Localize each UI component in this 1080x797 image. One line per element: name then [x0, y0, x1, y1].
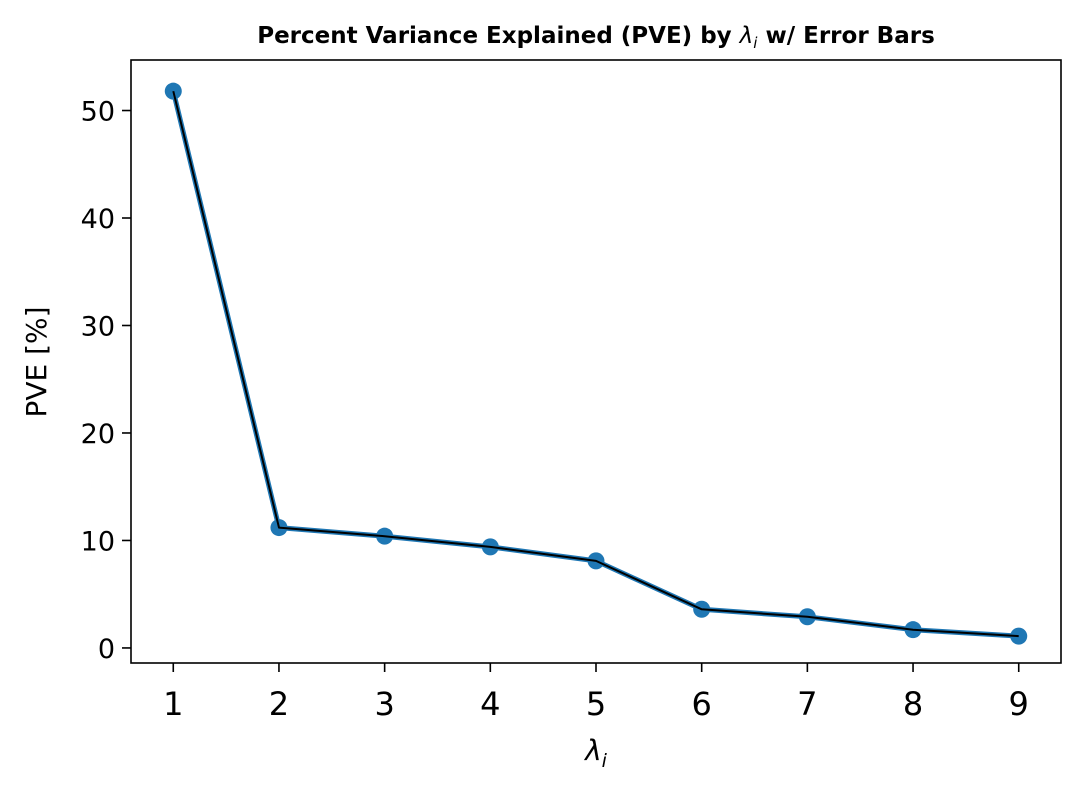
x-axis-label-symbol: λ [583, 734, 602, 767]
y-tick-label: 10 [81, 526, 115, 557]
chart-title-subscript: i [753, 34, 758, 52]
data-series [164, 82, 1028, 645]
y-axis-label: PVE [%] [20, 306, 53, 417]
plot-area [130, 59, 1062, 664]
x-tick-label: 9 [1009, 685, 1029, 723]
y-tick-label: 40 [81, 204, 115, 235]
y-tick-label: 20 [81, 419, 115, 450]
data-point [1010, 627, 1028, 645]
x-tick-label: 4 [480, 685, 500, 723]
y-axis: 0 10 20 30 40 50 [81, 97, 131, 665]
chart-title: Percent Variance Explained (PVE) by λi w… [257, 23, 935, 52]
x-tick-label: 1 [163, 685, 183, 723]
data-point [164, 82, 182, 100]
x-tick-label: 7 [797, 685, 817, 723]
chart-title-suffix: w/ Error Bars [757, 23, 934, 49]
x-axis: 1 2 3 4 5 6 7 8 9 [163, 663, 1029, 723]
x-axis-label: λi [583, 734, 608, 772]
chart-title-symbol: λ [738, 23, 754, 49]
x-tick-label: 6 [692, 685, 712, 723]
x-axis-label-subscript: i [602, 750, 608, 772]
y-tick-label: 30 [81, 311, 115, 342]
x-tick-label: 5 [586, 685, 606, 723]
x-tick-label: 8 [903, 685, 923, 723]
y-tick-label: 50 [81, 97, 115, 128]
y-tick-label: 0 [98, 634, 115, 665]
x-tick-label: 2 [269, 685, 289, 723]
x-tick-label: 3 [374, 685, 394, 723]
series-line [172, 90, 1019, 638]
chart-title-prefix: Percent Variance Explained (PVE) by [257, 23, 739, 49]
